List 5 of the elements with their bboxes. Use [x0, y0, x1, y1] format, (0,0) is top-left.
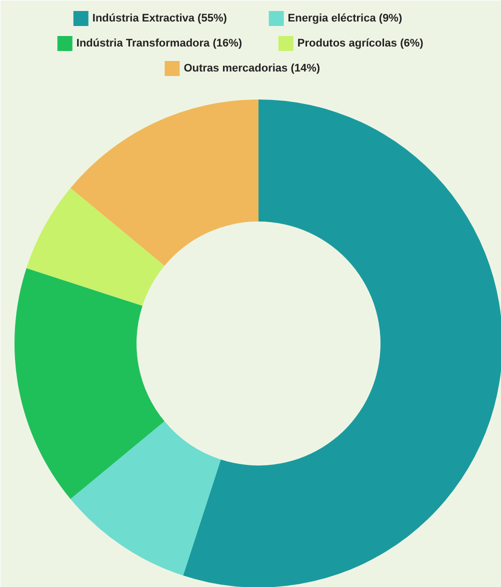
- legend-label: Indústria Extractiva (55%): [92, 12, 228, 24]
- legend-label: Energia eléctrica (9%): [288, 12, 402, 24]
- legend-label: Outras mercadorias (14%): [184, 62, 320, 74]
- legend-label: Indústria Transformadora (16%): [76, 38, 242, 50]
- legend-label: Produtos agrícolas (6%): [297, 38, 424, 50]
